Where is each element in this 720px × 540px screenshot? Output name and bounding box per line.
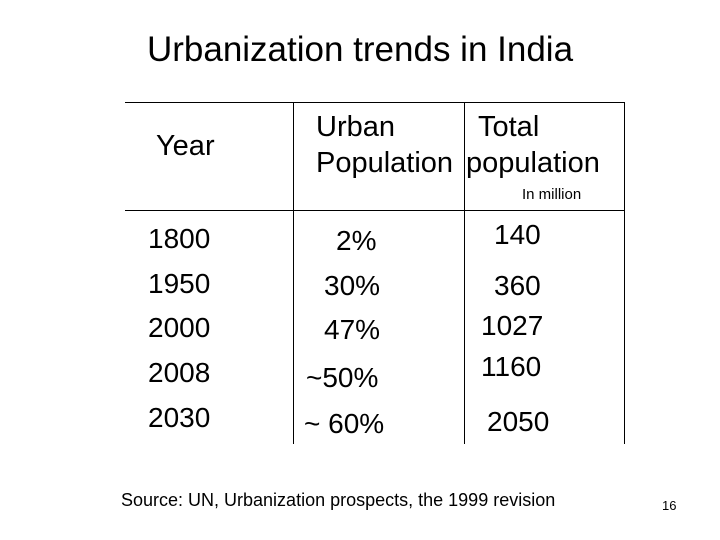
row-2-urban: 30% [324,270,381,301]
row-5-year: 2030 [148,402,211,433]
header-urban-line1: Urban [316,111,395,143]
row-1-urban: 2% [336,225,377,256]
row-1-total: 140 [494,219,541,250]
page-number: 16 [662,498,677,513]
table-right-border [624,102,625,444]
table-header-divider [125,210,625,211]
header-total-line2: population [466,147,600,179]
row-3-year: 2000 [148,312,211,343]
row-3-urban: 47% [324,314,381,345]
source-citation: Source: UN, Urbanization prospects, the … [121,490,556,510]
row-4-year: 2008 [148,357,211,388]
row-5-urban: ~ 60% [304,408,385,439]
table-col-divider-2 [464,102,465,444]
header-urban-line2: Population [316,147,454,179]
table-col-divider-1 [293,102,294,444]
header-total-line1: Total [478,111,540,143]
slide-title: Urbanization trends in India [146,30,574,69]
row-3-total: 1027 [481,310,544,341]
table-top-border [125,102,625,103]
row-2-year: 1950 [148,268,211,299]
header-year: Year [156,130,215,162]
row-5-total: 2050 [487,406,550,437]
row-4-urban: ~50% [306,362,379,393]
unit-note: In million [522,186,582,203]
row-1-year: 1800 [148,223,211,254]
row-2-total: 360 [494,270,541,301]
row-4-total: 1160 [481,351,542,382]
